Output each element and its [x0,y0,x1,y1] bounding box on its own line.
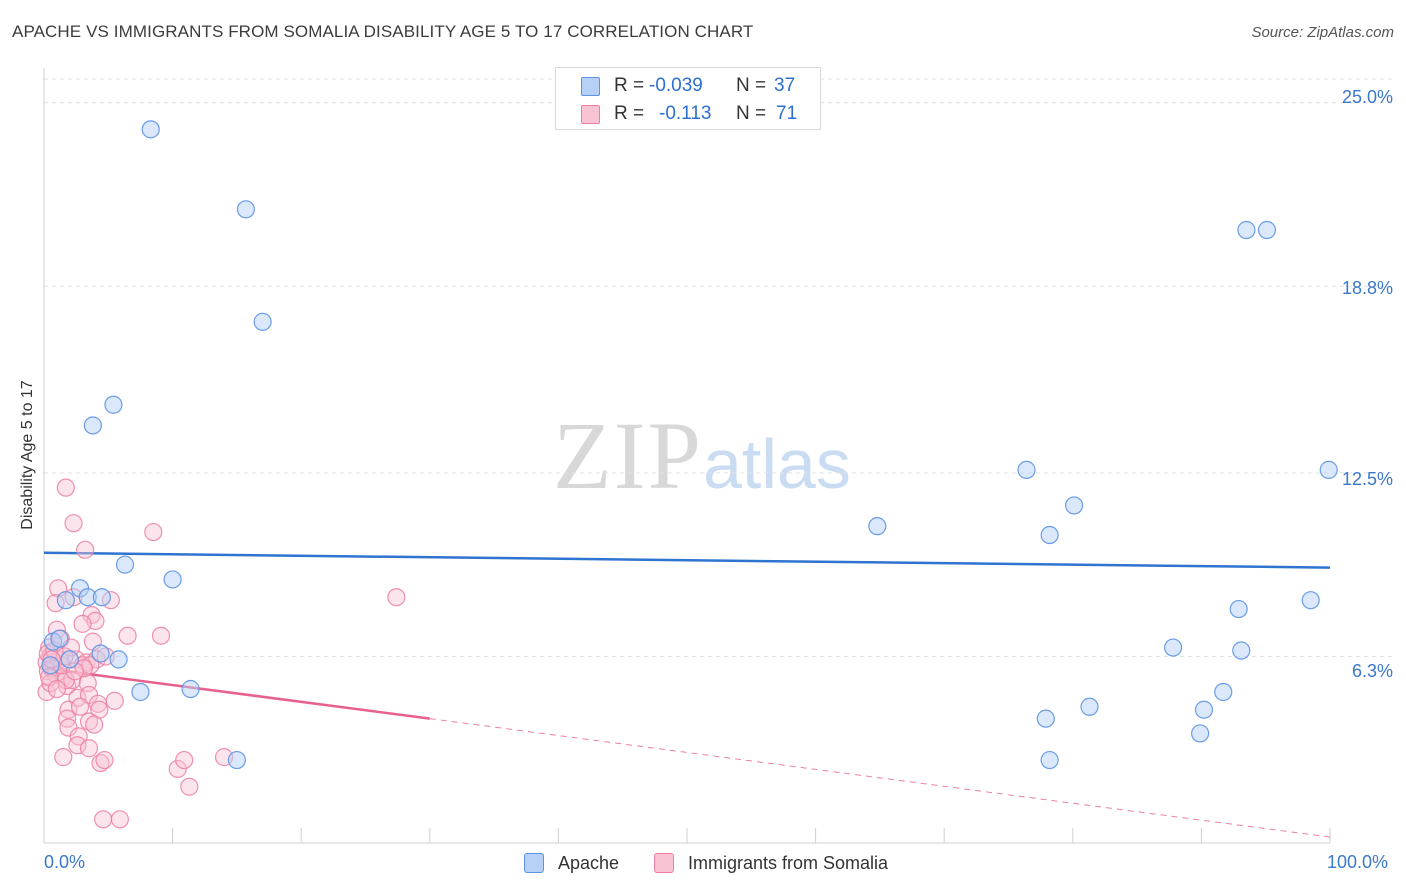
y-tick-label: 18.8% [1341,278,1393,298]
somalia-point [79,739,99,758]
axes [43,68,1331,844]
apache-point [227,750,246,770]
somalia-point [79,712,99,731]
somalia-point [151,626,171,645]
legend-label-somalia: Immigrants from Somalia [688,853,889,873]
apache-point [1232,641,1251,660]
y-tick-label: 12.5% [1341,469,1393,489]
apache-trend-line [43,551,1331,569]
somalia-swatch [581,105,600,124]
apache-point [131,682,150,702]
apache-point [1191,724,1210,743]
somalia-legend-swatch [654,853,674,873]
somalia-point [118,626,137,645]
apache-point [141,120,160,139]
apache-swatch [581,77,600,96]
apache-point [253,312,272,331]
apache-point [104,395,123,414]
trend-lines [43,551,1331,838]
somalia-point [168,759,187,779]
somalia-point [64,514,83,533]
apache-point [1017,460,1036,479]
n-value: 37 [774,75,796,96]
apache-point [1064,496,1084,515]
apache-point [1214,682,1233,702]
n-label: N = [736,75,767,96]
somalia-point [85,715,104,734]
source-label: Source: ZipAtlas.com [1251,24,1394,41]
apache-point [163,570,182,589]
y-tick-label: 25.0% [1341,87,1393,107]
somalia-point [54,748,73,767]
apache-point [1080,697,1099,716]
somalia-point [47,679,66,699]
watermark: ZIPatlas [553,400,851,511]
apache-point [1040,525,1059,545]
somalia-point [105,691,124,710]
n-value: 71 [776,103,798,124]
apache-point [1036,709,1055,728]
apache-point [109,650,128,669]
r-value: -0.039 [649,75,703,96]
series-legend: Apache Immigrants from Somalia [0,850,1406,878]
watermark-atlas: atlas [703,425,851,503]
apache-point [181,679,200,699]
legend-label-apache: Apache [558,853,620,873]
somalia-point [73,614,92,633]
stats-row-somalia: R = -0.113 N = 71 [556,101,820,129]
somalia-point [180,777,199,796]
somalia-point [70,697,90,716]
somalia-point [175,750,194,770]
somalia-point [68,736,87,755]
stats-legend: R = -0.039 N = 37 R = -0.113 N = 71 [555,67,821,130]
apache-point [1319,460,1338,479]
apache-point [56,591,75,610]
x-max-label: 100.0% [1327,852,1389,872]
somalia-point [95,750,114,770]
somalia-point [110,810,129,829]
watermark-zip: ZIP [553,402,703,509]
apache-point [1164,638,1183,657]
apache-point [1040,750,1059,770]
apache-point [41,656,60,675]
x-min-label: 0.0% [44,852,86,872]
apache-points [41,120,1338,770]
somalia-point [387,588,406,607]
somalia-point [76,540,95,559]
chart-title: APACHE VS IMMIGRANTS FROM SOMALIA DISABI… [12,22,754,41]
apache-point [236,200,256,219]
apache-point [50,629,69,648]
apache-point [1229,599,1248,619]
apache-point [1194,700,1214,719]
apache-point [83,416,102,435]
apache-point [1301,591,1320,610]
y-tick-label: 6.3% [1351,661,1393,681]
apache-point [92,588,111,607]
apache-point [868,517,887,536]
apache-point [1237,220,1256,240]
somalia-trend-line [43,667,430,720]
n-label: N = [736,103,767,124]
gridlines [44,78,1392,657]
r-value: -0.113 [659,103,712,124]
r-label: R = [614,75,645,96]
somalia-trend-extension [429,718,1331,838]
apache-point [1257,220,1277,240]
somalia-point [144,522,163,542]
somalia-point [56,478,75,497]
apache-legend-swatch [524,853,544,873]
r-label: R = [614,103,645,124]
apache-point [91,644,110,663]
stats-row-apache: R = -0.039 N = 37 [556,73,820,101]
somalia-point [37,682,56,702]
somalia-point [94,810,113,829]
apache-point [60,650,79,669]
apache-point [115,555,135,574]
